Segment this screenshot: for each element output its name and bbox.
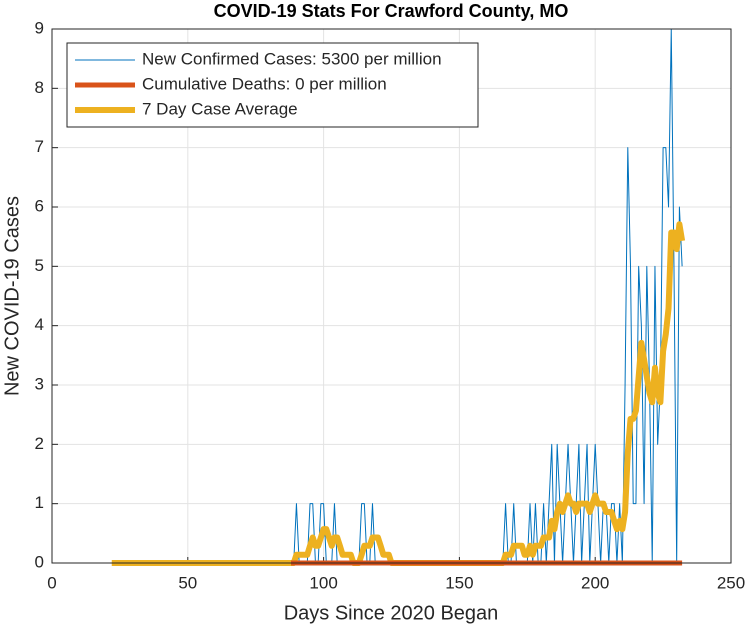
legend-label: Cumulative Deaths: 0 per million	[142, 74, 387, 93]
y-tick-label: 8	[35, 78, 44, 97]
chart-title: COVID-19 Stats For Crawford County, MO	[214, 1, 569, 21]
y-tick-label: 1	[35, 493, 44, 512]
x-tick-label: 200	[581, 573, 609, 592]
plot-frame	[51, 28, 732, 564]
y-tick-label: 7	[35, 137, 44, 156]
legend-label: New Confirmed Cases: 5300 per million	[142, 49, 442, 68]
x-tick-label: 100	[309, 573, 337, 592]
y-tick-label: 9	[35, 18, 44, 37]
x-tick-label: 0	[47, 573, 56, 592]
x-tick-label: 250	[717, 573, 745, 592]
y-axis-label: New COVID-19 Cases	[1, 196, 23, 396]
x-tick-label: 150	[445, 573, 473, 592]
y-tick-label: 5	[35, 256, 44, 275]
legend-box	[66, 42, 479, 128]
y-tick-label: 6	[35, 196, 44, 215]
x-axis-label: Days Since 2020 Began	[284, 602, 499, 624]
y-tick-label: 0	[35, 552, 44, 571]
legend-label: 7 Day Case Average	[142, 99, 298, 118]
x-tick-label: 50	[178, 573, 197, 592]
y-tick-label: 3	[35, 374, 44, 393]
y-tick-label: 2	[35, 434, 44, 453]
y-tick-label: 4	[35, 315, 44, 334]
